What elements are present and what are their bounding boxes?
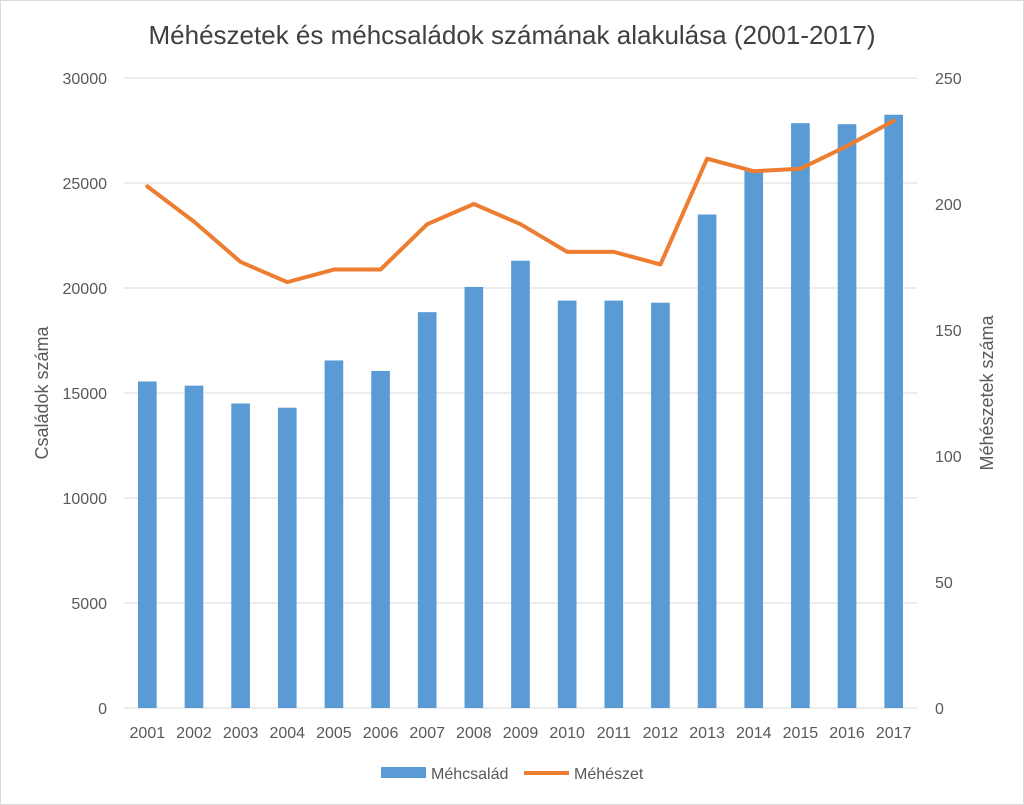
x-tick-label: 2001 (130, 725, 166, 742)
bar-2015 (791, 123, 810, 708)
y-tick-label: 15000 (63, 386, 108, 403)
x-axis-ticks: 2001 2002 2003 2004 2005 2006 2007 2008 2009 2010… (130, 725, 912, 742)
x-tick-label: 2014 (736, 725, 772, 742)
bar-2013 (697, 214, 717, 708)
y2-tick-label: 200 (935, 197, 962, 214)
bar-2016 (837, 124, 857, 708)
y-tick-label: 5000 (71, 596, 107, 613)
right-axis-label: Méhészetek száma (977, 314, 997, 470)
x-tick-label: 2016 (829, 725, 865, 742)
y2-tick-label: 250 (935, 71, 962, 88)
y-tick-label: 0 (98, 701, 107, 718)
x-tick-label: 2012 (643, 725, 679, 742)
bar-2014 (744, 170, 764, 708)
x-tick-label: 2008 (456, 725, 492, 742)
bar-2006 (371, 370, 390, 708)
x-tick-label: 2004 (269, 725, 305, 742)
x-tick-label: 2010 (549, 725, 585, 742)
x-tick-label: 2006 (363, 725, 399, 742)
legend-label-mehcsalad: Méhcsalád (431, 766, 508, 783)
legend-swatch-mehcsalad (381, 767, 426, 778)
x-tick-label: 2003 (223, 725, 259, 742)
left-axis-label: Családok száma (32, 325, 52, 459)
y2-tick-label: 0 (935, 701, 944, 718)
y-tick-label: 20000 (63, 281, 108, 298)
line-series (145, 118, 896, 285)
bar-2008 (464, 286, 484, 708)
legend: Méhcsalád Méhészet (381, 766, 644, 783)
bar-2005 (324, 360, 344, 708)
y2-tick-label: 150 (935, 323, 962, 340)
bar-2010 (557, 300, 577, 708)
bar-2007 (417, 312, 437, 708)
bar-2009 (511, 260, 530, 708)
bar-2003 (231, 403, 250, 708)
x-tick-label: 2009 (503, 725, 539, 742)
bar-series (137, 114, 904, 708)
bar-2004 (277, 407, 297, 708)
chart-title: Méhészetek és méhcsaládok számának alaku… (148, 20, 876, 50)
x-tick-label: 2002 (176, 725, 212, 742)
x-tick-label: 2015 (783, 725, 819, 742)
x-tick-label: 2011 (597, 725, 632, 742)
y2-tick-label: 50 (935, 575, 953, 592)
right-axis-ticks: 0 50 100 150 200 250 (935, 71, 962, 718)
legend-label-meheszet: Méhészet (574, 766, 644, 783)
y-tick-label: 10000 (63, 491, 108, 508)
bar-2002 (184, 385, 204, 708)
bar-2001 (137, 381, 157, 708)
x-tick-label: 2017 (876, 725, 912, 742)
y-tick-label: 30000 (63, 71, 108, 88)
x-tick-label: 2007 (409, 725, 445, 742)
bar-2011 (604, 300, 624, 708)
y2-tick-label: 100 (935, 449, 962, 466)
bar-2017 (884, 114, 904, 708)
x-tick-label: 2005 (316, 725, 352, 742)
y-tick-label: 25000 (63, 176, 108, 193)
x-tick-label: 2013 (689, 725, 725, 742)
bar-2012 (651, 302, 670, 708)
left-axis-ticks: 0 5000 10000 15000 20000 25000 30000 (63, 71, 108, 718)
line-meheszet (145, 118, 896, 285)
